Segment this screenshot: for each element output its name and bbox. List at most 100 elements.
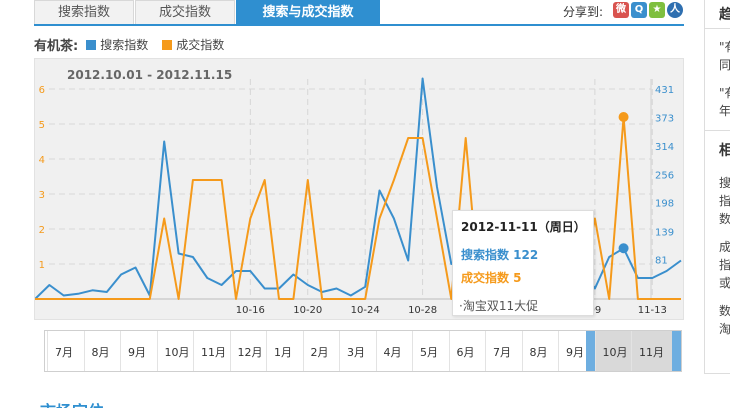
timeline-month-label[interactable]: 12月 [237, 346, 263, 359]
y-left-tick-label: 5 [39, 120, 45, 131]
tooltip-search-value: 搜索指数 122 [461, 248, 539, 262]
x-tick-label: 09 [588, 305, 601, 316]
timeline-separator [631, 331, 632, 371]
sidebar-text: "有 [719, 86, 730, 100]
qzone-share-icon[interactable]: Q [631, 2, 647, 18]
timeline-month-label[interactable]: 8月 [529, 346, 548, 359]
timeline-separator [193, 331, 194, 371]
people-share-icon[interactable]: 人 [667, 2, 683, 18]
timeline-month-label[interactable]: 6月 [456, 346, 475, 359]
tab-search-index[interactable]: 搜索指数 [34, 0, 134, 24]
chart-tooltip: 2012-11-11（周日） 搜索指数 122 成交指数 5 ·淘宝双11大促 [452, 210, 594, 316]
y-left-tick-label: 6 [39, 85, 45, 96]
timeline-month-label[interactable]: 7月 [55, 346, 73, 359]
timeline-month-label[interactable]: 11月 [639, 346, 664, 359]
sidebar-text: 指 [719, 194, 730, 208]
y-left-tick-label: 3 [39, 190, 45, 201]
sidebar-text: 数 [719, 304, 730, 318]
product-title: 有机茶: [34, 39, 79, 54]
legend-search-label: 搜索指数 [100, 38, 149, 52]
x-tick-label: 10-28 [408, 305, 437, 316]
timeline-month-label[interactable]: 9月 [566, 346, 584, 359]
tab-deal-index[interactable]: 成交指数 [135, 0, 235, 24]
time-range-selection[interactable] [591, 331, 675, 371]
timeline-month-label[interactable]: 7月 [493, 346, 511, 359]
right-sidebar: 趋 "有 同 "有 年 相 搜 指 数 成 指 或 数 淘 [704, 0, 730, 374]
legend-search-swatch [86, 39, 97, 50]
timeline-separator [156, 331, 158, 371]
section-title: 市场定位 [40, 398, 104, 408]
timeline-month-label[interactable]: 9月 [128, 346, 146, 359]
legend-deal-label: 成交指数 [176, 38, 225, 52]
timeline-month-label[interactable]: 3月 [347, 346, 365, 359]
timeline-separator [266, 331, 267, 371]
timeline-month-label[interactable]: 10月 [602, 346, 628, 359]
chart-legend: 有机茶: 搜索指数 成交指数 [34, 35, 238, 54]
timeline-month-label[interactable]: 8月 [91, 346, 110, 359]
sidebar-text: 淘 [719, 322, 730, 336]
sidebar-text: 数 [719, 212, 730, 226]
legend-search[interactable]: 搜索指数 [86, 36, 148, 53]
sidebar-text: 或 [719, 276, 730, 290]
timeline-separator [339, 331, 340, 371]
sidebar-heading: 相 [719, 140, 730, 160]
tab-search-and-deal-index[interactable]: 搜索与成交指数 [236, 0, 380, 26]
tooltip-date: 2012-11-11（周日） [461, 220, 586, 234]
y-right-tick-label: 198 [655, 199, 674, 210]
tooltip-event-note: ·淘宝双11大促 [459, 299, 539, 313]
timeline-separator [448, 331, 450, 371]
y-left-tick-label: 1 [39, 260, 45, 271]
time-range-selector[interactable]: 7月 8月 9月 10月 11月 12月 1月 2月 3月 4月 5月 6月 7月 8月 9月 10月 11月 [44, 330, 682, 372]
timeline-separator [229, 331, 231, 371]
weibo-share-icon[interactable]: 微 [613, 2, 629, 18]
x-tick-label: 10-20 [293, 305, 322, 316]
sidebar-text: 年 [719, 104, 730, 118]
y-right-tick-label: 139 [655, 227, 674, 238]
sidebar-text: 成 [719, 240, 730, 254]
timeline-separator [485, 331, 486, 371]
timeline-month-label[interactable]: 10月 [164, 346, 190, 359]
timeline-month-label[interactable]: 2月 [310, 346, 329, 359]
range-left-handle[interactable] [586, 331, 595, 371]
y-right-tick-label: 373 [655, 113, 674, 124]
y-right-tick-label: 431 [655, 85, 674, 96]
y-left-tick-label: 2 [39, 225, 45, 236]
timeline-month-label[interactable]: 5月 [420, 346, 438, 359]
timeline-separator [375, 331, 377, 371]
sidebar-text: "有 [719, 40, 730, 54]
share-label: 分享到: [563, 5, 604, 19]
y-right-tick-label: 81 [655, 256, 668, 267]
y-right-tick-label: 256 [655, 170, 674, 181]
timeline-month-label[interactable]: 1月 [274, 346, 292, 359]
star-share-icon[interactable]: ★ [649, 2, 665, 18]
timeline-separator [302, 331, 304, 371]
timeline-separator [83, 331, 85, 371]
timeline-separator [120, 331, 121, 371]
sidebar-text: 搜 [719, 176, 730, 190]
timeline-separator [47, 331, 48, 371]
legend-deal-swatch [162, 39, 173, 50]
range-right-handle[interactable] [672, 331, 681, 371]
sidebar-text: 同 [719, 58, 730, 72]
x-tick-label: 11-13 [638, 305, 667, 316]
chart-date-range: 2012.10.01 - 2012.11.15 [67, 68, 233, 82]
search-highlight-point [618, 243, 629, 254]
timeline-separator [521, 331, 523, 371]
timeline-separator [412, 331, 413, 371]
timeline-separator [558, 331, 559, 371]
tab-bar: 搜索指数 成交指数 搜索与成交指数 [34, 0, 684, 26]
sidebar-heading: 趋 [719, 4, 730, 24]
y-left-tick-label: 4 [39, 155, 45, 166]
share-icons: 微 Q ★ 人 [613, 2, 683, 18]
timeline-separator [594, 331, 596, 371]
timeline-month-label[interactable]: 4月 [383, 346, 402, 359]
y-right-tick-label: 314 [655, 142, 674, 153]
sidebar-text: 指 [719, 258, 730, 272]
line-chart[interactable]: 1 2 3 4 5 6 81 139 198 256 314 373 431 10-16 10-20 10-2… [35, 59, 685, 321]
deal-highlight-point [618, 112, 629, 122]
x-tick-label: 10-24 [351, 305, 380, 316]
x-tick-label: 10-16 [236, 305, 265, 316]
legend-deal[interactable]: 成交指数 [162, 36, 224, 53]
timeline-month-label[interactable]: 11月 [201, 346, 226, 359]
tooltip-deal-value: 成交指数 5 [461, 271, 522, 285]
